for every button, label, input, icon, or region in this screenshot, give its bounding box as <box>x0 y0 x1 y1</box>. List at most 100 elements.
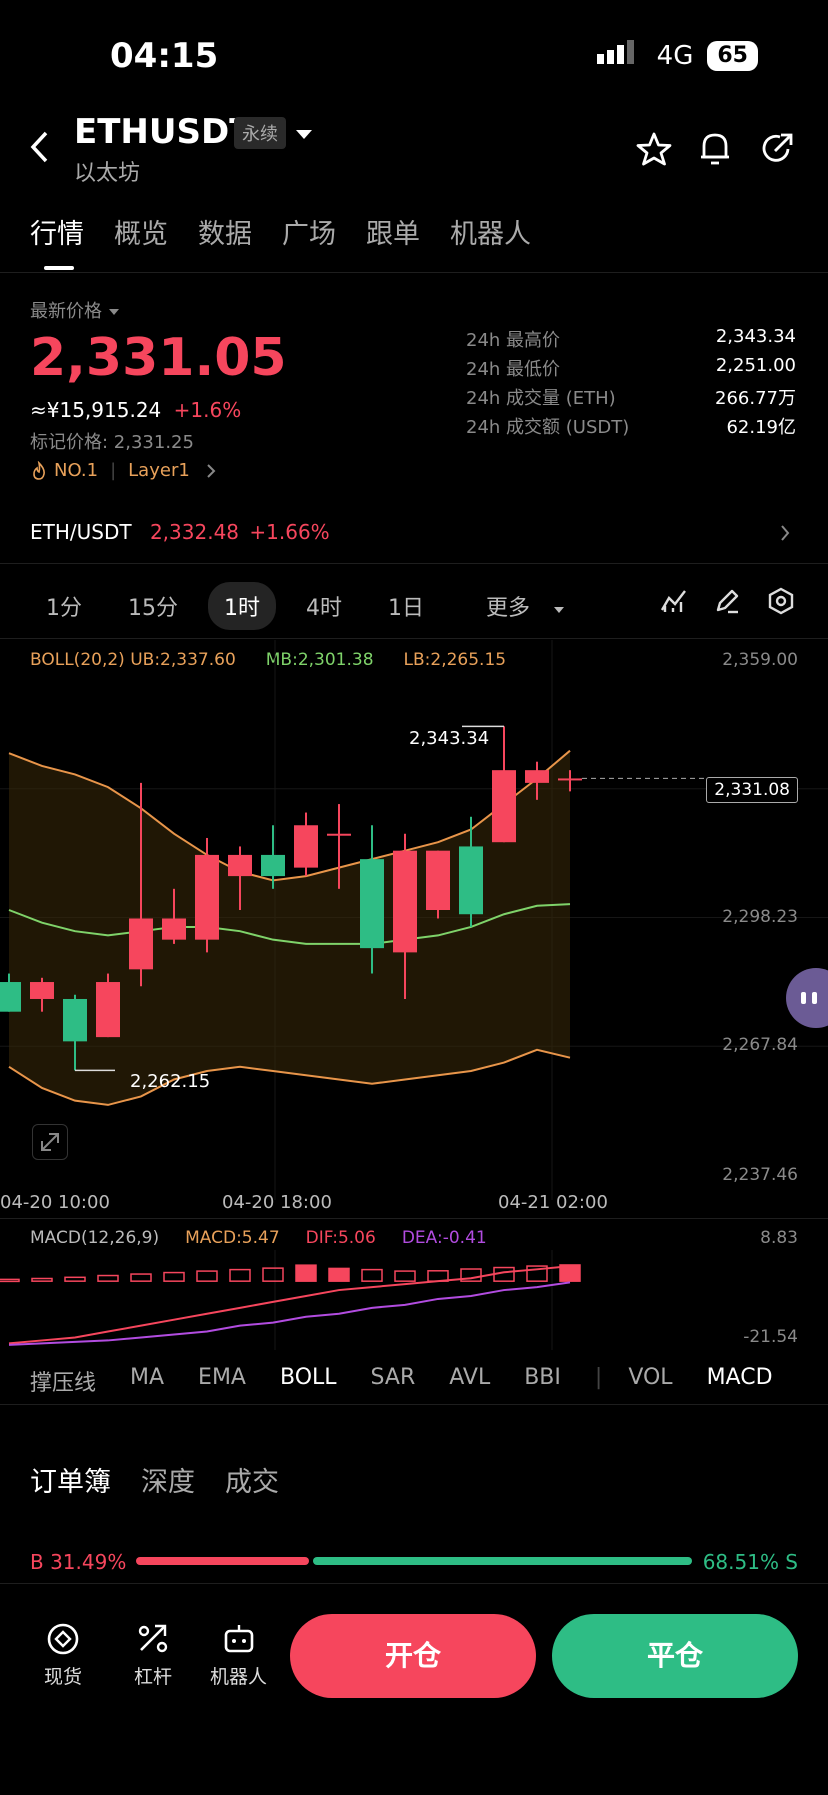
tab-trades[interactable]: 成交 <box>225 1467 279 1498</box>
divider <box>0 1583 828 1584</box>
y-axis-label: 2,298.23 <box>722 907 798 927</box>
interval-15m[interactable]: 15分 <box>128 596 178 621</box>
indicator-icon[interactable] <box>660 588 688 618</box>
stat-row: 24h 成交量 (ETH) 266.77万 <box>466 384 796 413</box>
indicator-ema[interactable]: EMA <box>198 1365 246 1390</box>
robot-icon <box>224 1625 253 1653</box>
macd-histogram-bar <box>130 1273 152 1282</box>
indicator-avl[interactable]: AVL <box>449 1365 491 1390</box>
indicator-vol[interactable]: VOL <box>628 1365 673 1390</box>
leverage-icon <box>138 1624 168 1653</box>
chevron-right-icon <box>207 463 216 478</box>
macd-histogram-bar <box>229 1268 251 1282</box>
status-indicators: 4G 65 <box>596 40 758 71</box>
spot-change: +1.66% <box>249 520 330 544</box>
indicator-bbi[interactable]: BBI <box>524 1365 561 1390</box>
candlestick-chart[interactable] <box>0 640 828 1200</box>
rank-row[interactable]: NO.1 | Layer1 <box>30 460 216 481</box>
dea-value: DEA:-0.41 <box>401 1228 487 1248</box>
battery-icon: 65 <box>707 40 758 71</box>
y-axis-label: 2,237.46 <box>722 1165 798 1185</box>
sector-label: Layer1 <box>128 460 190 481</box>
dea-line <box>8 1281 571 1346</box>
indicator-ma[interactable]: MA <box>130 1365 165 1390</box>
dif-value: DIF:5.06 <box>305 1228 376 1248</box>
main-tabs: 行情 概览 数据 广场 跟单 机器人 <box>30 212 531 251</box>
back-icon[interactable] <box>28 130 52 168</box>
spot-icon <box>47 1623 79 1655</box>
network-type: 4G <box>656 40 694 71</box>
boll-lb: LB:2,265.15 <box>403 650 507 670</box>
spot-price: 2,332.48 <box>149 520 240 544</box>
boll-upper-line <box>8 749 571 882</box>
tab-orderbook[interactable]: 订单簿 <box>30 1467 111 1498</box>
interval-1h[interactable]: 1时 <box>208 582 276 630</box>
interval-more-label: 更多 <box>486 596 531 621</box>
chevron-right-icon[interactable] <box>780 524 790 546</box>
symbol-dropdown-icon[interactable] <box>296 125 312 144</box>
share-icon[interactable] <box>760 132 794 170</box>
stat-value: 62.19亿 <box>726 417 796 438</box>
orderbook-tabs: 订单簿 深度 成交 <box>30 1460 279 1499</box>
stat-value: 266.77万 <box>715 388 796 409</box>
interval-more[interactable]: 更多 <box>454 582 581 630</box>
divider <box>0 1218 828 1219</box>
last-price-label[interactable]: 最新价格 <box>30 297 120 323</box>
interval-selector: 1分 15分 1时 4时 1日 更多 <box>30 582 581 630</box>
candle-body <box>360 859 384 949</box>
interval-1d[interactable]: 1日 <box>388 596 424 621</box>
boll-legend: BOLL(20,2) UB:2,337.60 MB:2,301.38 LB:2,… <box>30 650 506 670</box>
bell-icon[interactable] <box>698 130 732 172</box>
stat-label: 24h 成交量 (ETH) <box>466 388 616 409</box>
stat-label: 24h 最高价 <box>466 330 561 351</box>
tab-square[interactable]: 广场 <box>282 219 336 250</box>
symbol-title[interactable]: ETHUSDT <box>74 112 253 152</box>
interval-1m[interactable]: 1分 <box>46 596 82 621</box>
candle-body <box>228 854 252 877</box>
macd-label: MACD(12,26,9) <box>30 1228 160 1248</box>
floating-assistant-button[interactable] <box>786 968 828 1028</box>
indicator-boll[interactable]: BOLL <box>279 1365 337 1390</box>
open-position-button[interactable]: 开仓 <box>290 1614 536 1698</box>
x-axis-label: 04-20 18:00 <box>222 1192 332 1213</box>
stat-value: 2,251.00 <box>715 355 796 376</box>
interval-4h[interactable]: 4时 <box>306 596 342 621</box>
candle-body <box>558 778 582 781</box>
close-position-button[interactable]: 平仓 <box>552 1614 798 1698</box>
candle-body <box>327 833 351 836</box>
tab-overview[interactable]: 概览 <box>114 219 168 250</box>
buy-sell-ratio-bar <box>136 1557 692 1565</box>
macd-axis-bottom: -21.54 <box>743 1327 798 1347</box>
macd-histogram-bar <box>559 1264 581 1282</box>
nav-spot[interactable]: 现货 <box>44 1622 82 1689</box>
tab-data[interactable]: 数据 <box>198 219 252 250</box>
candle-body <box>525 770 549 783</box>
boll-mb: MB:2,301.38 <box>265 650 374 670</box>
star-icon[interactable] <box>636 132 672 170</box>
spot-pair-row[interactable]: ETH/USDT 2,332.48 +1.66% <box>30 520 330 544</box>
macd-histogram-bar <box>64 1276 86 1282</box>
nav-leverage[interactable]: 杠杆 <box>134 1622 172 1689</box>
boll-middle-line <box>8 903 571 945</box>
indicator-macd[interactable]: MACD <box>706 1365 773 1390</box>
tab-copy-trading[interactable]: 跟单 <box>366 219 420 250</box>
macd-value: MACD:5.47 <box>185 1228 280 1248</box>
nav-leverage-label: 杠杆 <box>134 1666 173 1688</box>
nav-bots[interactable]: 机器人 <box>210 1622 267 1689</box>
stat-label: 24h 成交额 (USDT) <box>466 417 630 438</box>
indicator-sar[interactable]: SAR <box>370 1365 416 1390</box>
divider <box>0 563 828 564</box>
last-price-label-text: 最新价格 <box>30 301 102 322</box>
candle-body <box>492 770 516 843</box>
tab-depth[interactable]: 深度 <box>141 1467 195 1498</box>
caret-down-icon <box>108 309 119 315</box>
draw-pen-icon[interactable] <box>714 588 740 618</box>
tab-bots[interactable]: 机器人 <box>450 219 531 250</box>
chart-settings-icon[interactable] <box>767 587 795 619</box>
indicator-support-resistance[interactable]: 撑压线 <box>30 1371 97 1396</box>
tab-market[interactable]: 行情 <box>30 219 84 250</box>
candle-body <box>162 918 186 940</box>
macd-histogram-bar <box>328 1267 350 1282</box>
stat-row: 24h 最高价 2,343.34 <box>466 326 796 355</box>
expand-icon[interactable] <box>32 1124 68 1160</box>
